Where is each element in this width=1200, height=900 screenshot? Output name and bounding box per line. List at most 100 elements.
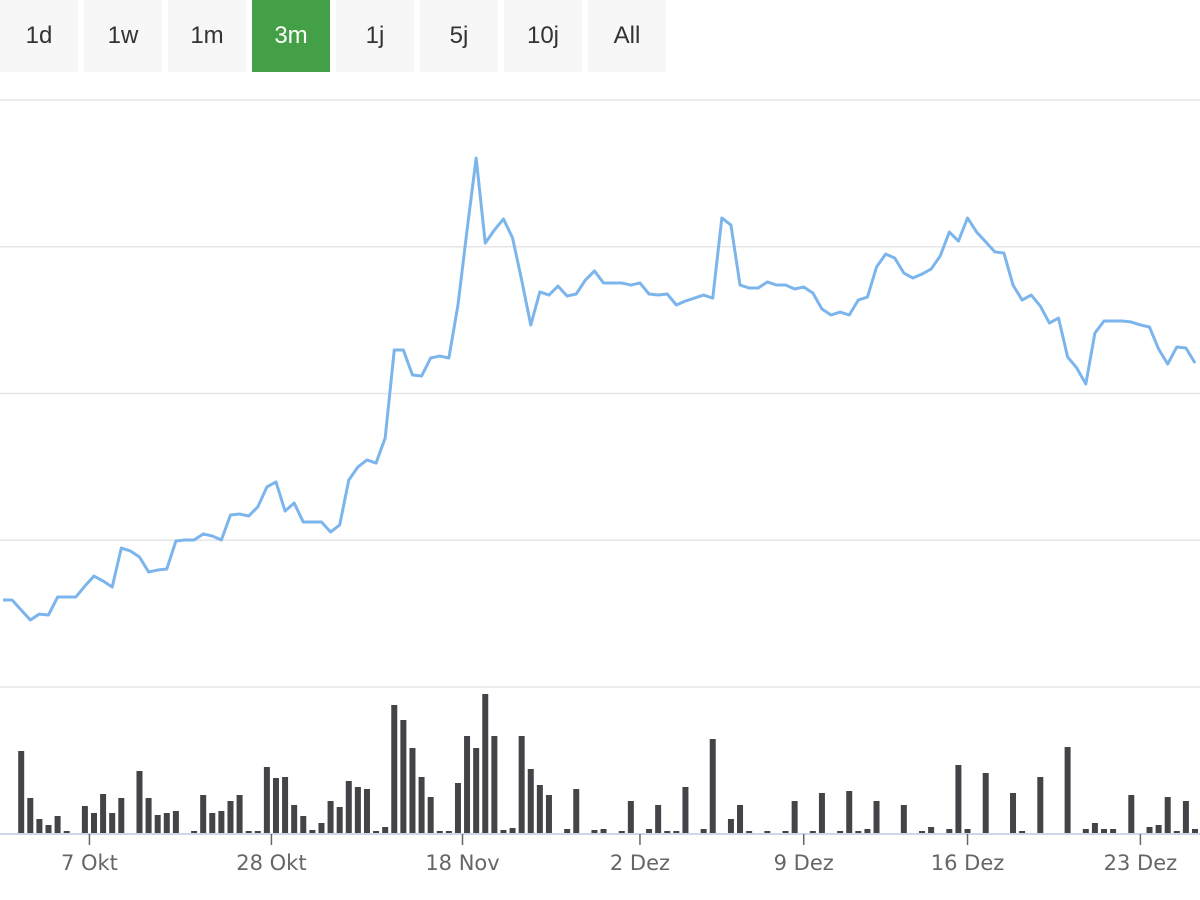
volume-bar <box>236 795 243 833</box>
volume-bar <box>1155 825 1162 833</box>
volume-bar <box>454 783 461 833</box>
volume-bar <box>682 787 689 833</box>
volume-bar <box>709 739 716 833</box>
volume-bar <box>646 829 653 833</box>
volume-bar <box>227 801 234 833</box>
volume-bar <box>218 811 225 833</box>
volume-bar <box>982 773 989 833</box>
volume-bar <box>63 831 70 833</box>
volume-bar <box>509 828 516 833</box>
volume-bar <box>1082 829 1089 833</box>
volume-bar <box>673 831 680 833</box>
volume-bar <box>928 827 935 833</box>
volume-bar <box>600 829 607 833</box>
x-tick-label: 28 Okt <box>236 851 306 875</box>
volume-bar <box>300 816 307 833</box>
volume-bar <box>737 805 744 833</box>
volume-bar <box>873 801 880 833</box>
volume-bar <box>964 829 971 833</box>
range-tab[interactable]: All <box>588 0 666 72</box>
volume-bar <box>109 813 116 833</box>
volume-bar <box>482 694 489 833</box>
range-tab[interactable]: 5j <box>420 0 498 72</box>
volume-bar <box>1110 829 1117 833</box>
range-tabs: 1d 1w 1m 3m 1j 5j 10j All <box>0 0 666 72</box>
volume-bar <box>272 778 279 833</box>
volume-bar <box>618 831 625 833</box>
volume-bar <box>473 748 480 833</box>
volume-bar <box>418 777 425 833</box>
volume-bar <box>919 831 926 833</box>
volume-bar <box>527 769 534 833</box>
range-tab[interactable]: 10j <box>504 0 582 72</box>
volume-bar <box>536 785 543 833</box>
x-tick-label: 16 Dez <box>931 851 1005 875</box>
volume-bar <box>837 831 844 833</box>
range-tab[interactable]: 3m <box>252 0 330 72</box>
volume-bar <box>846 791 853 833</box>
range-tab[interactable]: 1m <box>168 0 246 72</box>
volume-bar <box>1019 831 1026 833</box>
volume-bar <box>809 831 816 833</box>
volume-bar <box>791 801 798 833</box>
volume-bar <box>591 830 598 833</box>
volume-bar <box>54 816 61 833</box>
volume-bar <box>664 831 671 833</box>
volume-bar <box>764 831 771 833</box>
volume-bar <box>373 831 380 833</box>
volume-bar <box>81 806 88 833</box>
volume-bar <box>391 705 398 833</box>
volume-bar <box>163 813 170 833</box>
volume-bar <box>1064 747 1071 833</box>
volume-bar <box>363 789 370 833</box>
volume-bar <box>254 831 261 833</box>
volume-bar <box>18 751 25 833</box>
volume-bar <box>627 801 634 833</box>
volume-bar <box>191 831 198 833</box>
volume-bar <box>573 789 580 833</box>
volume-bar <box>1192 829 1198 833</box>
range-tab[interactable]: 1d <box>0 0 78 72</box>
volume-bar <box>382 827 389 833</box>
volume-bar <box>327 801 334 833</box>
volume-bar <box>445 831 452 833</box>
volume-bar <box>1182 801 1189 833</box>
x-tick-label: 18 Nov <box>425 851 499 875</box>
volume-bar <box>727 819 734 833</box>
volume-bar <box>946 829 953 833</box>
volume-bar <box>864 829 871 833</box>
volume-bar <box>27 798 34 833</box>
volume-bar <box>545 795 552 833</box>
volume-bar <box>1146 827 1153 833</box>
volume-bar <box>1173 831 1180 833</box>
volume-bar <box>1091 823 1098 833</box>
volume-bar <box>209 813 216 833</box>
volume-bar <box>45 825 52 833</box>
volume-bar <box>136 771 143 833</box>
volume-bar <box>200 795 207 833</box>
volume-bar <box>818 793 825 833</box>
x-tick-label: 7 Okt <box>61 851 118 875</box>
price-line <box>3 156 1197 622</box>
volume-bar <box>400 720 407 833</box>
volume-bar <box>746 831 753 833</box>
volume-bar <box>354 787 361 833</box>
volume-bar <box>700 829 707 833</box>
volume-bar <box>491 736 498 833</box>
range-tab[interactable]: 1j <box>336 0 414 72</box>
volume-bar <box>1128 795 1135 833</box>
volume-bar <box>345 781 352 833</box>
volume-bar <box>464 736 471 833</box>
volume-bar <box>100 794 107 833</box>
range-tab[interactable]: 1w <box>84 0 162 72</box>
volume-bar <box>900 805 907 833</box>
volume-bar <box>1010 793 1017 833</box>
volume-bar <box>245 831 252 833</box>
x-tick-label: 23 Dez <box>1104 851 1178 875</box>
volume-bar <box>145 798 152 833</box>
volume-bar <box>1037 777 1044 833</box>
volume-bar <box>118 798 125 833</box>
volume-bar <box>564 829 571 833</box>
volume-bar <box>291 805 298 833</box>
